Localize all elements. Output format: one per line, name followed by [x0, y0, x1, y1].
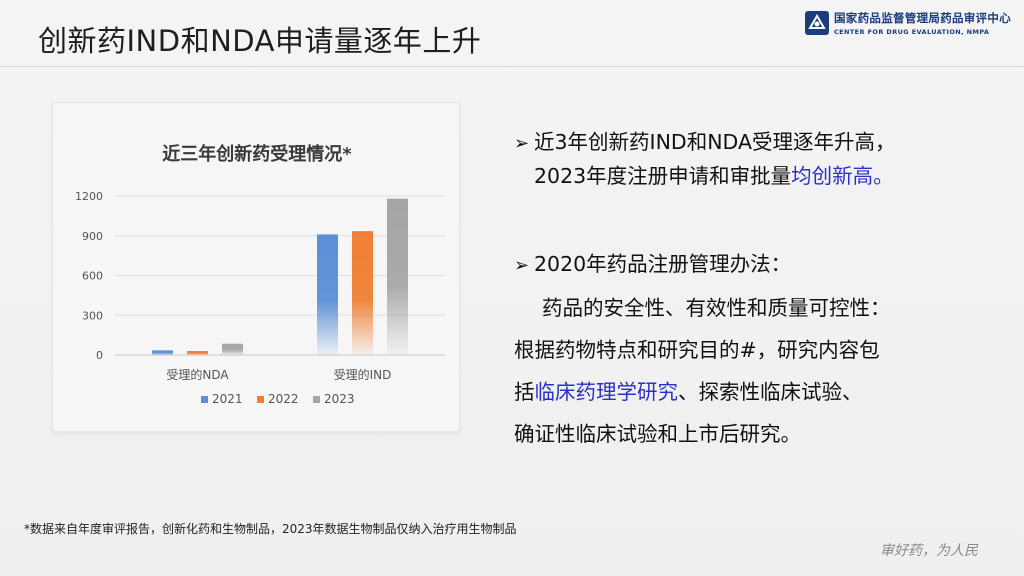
bullet-2-line-1: 药品的安全性、有效性和质量可控性： — [542, 296, 891, 320]
slogan: 审好药，为人民 — [880, 543, 978, 559]
bullet-list: ➢ 近3年创新药IND和NDA受理逐年升高， 2023年度注册申请和审批量均创新高… — [514, 126, 994, 450]
bullet-1-text: 近3年创新药IND和NDA受理逐年升高， — [534, 130, 896, 154]
bullet-2-line-4: 确证性临床试验和上市后研究。 — [514, 422, 801, 446]
bullet-1-text-2: 2023年度注册申请和审批量 — [534, 164, 792, 188]
bullet-2-line-2: 根据药物特点和研究目的#，研究内容包 — [514, 338, 880, 362]
cde-logo: 国家药品监督管理局药品审评中心 CENTER FOR DRUG EVALUATI… — [804, 8, 1016, 38]
legend-swatch-2022 — [257, 396, 264, 403]
y-tick-label: 600 — [82, 270, 103, 283]
y-tick-label: 0 — [96, 349, 103, 362]
bullet-1-line-1: ➢ 近3年创新药IND和NDA受理逐年升高， — [514, 126, 994, 160]
logo-name-cn: 国家药品监督管理局药品审评中心 — [834, 11, 1011, 25]
bar-2021-1 — [152, 350, 173, 355]
logo-name-en: CENTER FOR DRUG EVALUATION, NMPA — [834, 28, 990, 36]
chart-title: 近三年创新药受理情况* — [162, 143, 352, 165]
bullet-1-highlight: 均创新高。 — [791, 164, 894, 188]
legend-label-2022: 2022 — [268, 392, 299, 406]
legend-swatch-2021 — [201, 396, 208, 403]
y-tick-label: 1200 — [75, 190, 103, 203]
bar-2022-1 — [187, 351, 208, 355]
bar-2022-2 — [352, 231, 373, 355]
bar-2023-1 — [222, 343, 243, 355]
legend-label-2023: 2023 — [324, 392, 355, 406]
y-tick-label: 300 — [82, 309, 103, 322]
bar-chart: 近三年创新药受理情况* 0 300 600 900 1200 受理的NDA 受理的IND 202… — [75, 143, 445, 406]
bullet-2-title-text: 2020年药品注册管理办法： — [534, 252, 792, 276]
bullet-2-title: ➢ 2020年药品注册管理办法： — [514, 248, 994, 282]
bar-2023-2 — [387, 198, 408, 355]
bullet-2-highlight: 临床药理学研究 — [534, 380, 679, 404]
bullet-2-line-3: 括临床药理学研究、探索性临床试验、 — [514, 376, 994, 408]
footnote: *数据来自年度审评报告，创新化药和生物制品，2023年数据生物制品仅纳入治疗用生… — [24, 522, 517, 536]
legend-label-2021: 2021 — [212, 392, 243, 406]
legend-swatch-2023 — [313, 396, 320, 403]
arrow-bullet-icon: ➢ — [514, 133, 530, 154]
title-divider — [0, 66, 1024, 67]
bar-2021-2 — [317, 234, 338, 355]
y-tick-label: 900 — [82, 230, 103, 243]
arrow-bullet-icon: ➢ — [514, 255, 530, 276]
bullet-2-text-a: 括 — [514, 380, 535, 404]
slide-title: 创新药IND和NDA申请量逐年上升 — [38, 24, 482, 58]
x-category-label: 受理的IND — [334, 367, 392, 382]
cde-emblem-icon — [805, 11, 829, 35]
bullet-2-text-b: 、探索性临床试验、 — [678, 380, 863, 404]
chart-panel: 近三年创新药受理情况* 0 300 600 900 1200 受理的NDA 受理的IND 202… — [52, 102, 460, 432]
x-category-label: 受理的NDA — [166, 367, 229, 382]
bullet-1-line-2: 2023年度注册申请和审批量均创新高。 — [514, 160, 994, 192]
